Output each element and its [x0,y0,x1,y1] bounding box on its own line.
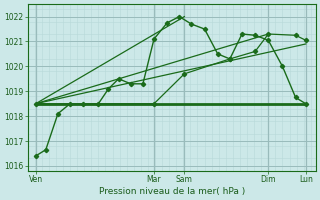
X-axis label: Pression niveau de la mer( hPa ): Pression niveau de la mer( hPa ) [99,187,245,196]
